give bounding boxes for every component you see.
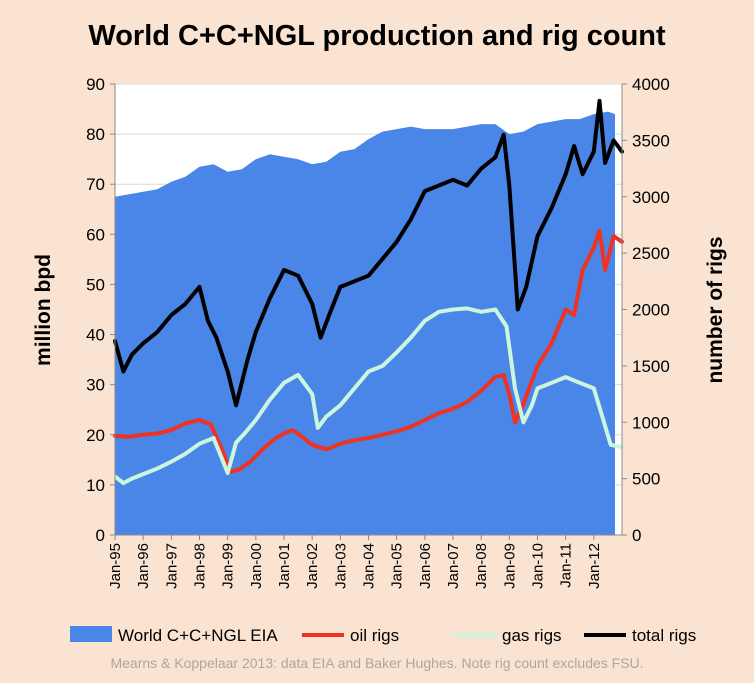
legend-label-0: World C+C+NGL EIA	[118, 626, 278, 645]
y-left-tick-label: 70	[86, 175, 105, 194]
x-tick-label: Jan-12	[586, 543, 603, 589]
chart-title: World C+C+NGL production and rig count	[88, 20, 666, 52]
x-tick-label: Jan-99	[220, 543, 237, 589]
y-left-tick-label: 40	[86, 326, 105, 345]
y-right-tick-label: 1000	[632, 413, 670, 432]
y-left-tick-label: 20	[86, 426, 105, 445]
y-left-tick-label: 80	[86, 125, 105, 144]
y-right-tick-label: 2500	[632, 244, 670, 263]
series-area-0	[115, 111, 615, 535]
x-tick-label: Jan-95	[107, 543, 124, 589]
x-tick-label: Jan-96	[135, 543, 152, 589]
y-left-tick-label: 0	[96, 526, 105, 545]
y-left-tick-label: 30	[86, 376, 105, 395]
x-tick-label: Jan-03	[332, 543, 349, 589]
x-tick-label: Jan-06	[417, 543, 434, 589]
y-left-tick-label: 10	[86, 476, 105, 495]
y-left-axis-title: million bpd	[32, 254, 55, 366]
x-tick-label: Jan-04	[361, 543, 378, 589]
footnote: Mearns & Koppelaar 2013: data EIA and Ba…	[110, 655, 644, 671]
x-tick-label: Jan-98	[192, 543, 209, 589]
x-tick-label: Jan-05	[389, 543, 406, 589]
y-left-tick-label: 60	[86, 225, 105, 244]
x-tick-label: Jan-07	[445, 543, 462, 589]
y-right-axis-title: number of rigs	[704, 236, 727, 383]
series-line-1	[113, 228, 624, 474]
x-tick-label: Jan-11	[558, 543, 575, 588]
y-right-tick-label: 4000	[632, 75, 670, 94]
x-tick-label: Jan-01	[276, 543, 293, 589]
y-left-tick-label: 90	[86, 75, 105, 94]
x-tick-label: Jan-08	[473, 543, 490, 589]
x-tick-label: Jan-00	[248, 543, 265, 589]
x-tick-label: Jan-02	[304, 543, 321, 589]
x-tick-label: Jan-10	[530, 543, 547, 589]
legend-label-1: oil rigs	[350, 626, 399, 645]
y-right-tick-label: 500	[632, 470, 660, 489]
x-tick-label: Jan-97	[163, 543, 180, 589]
legend-label-3: total rigs	[632, 626, 696, 645]
y-right-tick-label: 0	[632, 526, 641, 545]
legend-label-2: gas rigs	[502, 626, 562, 645]
y-right-tick-label: 3000	[632, 188, 670, 207]
series-line-2	[113, 306, 624, 486]
y-left-tick-label: 50	[86, 275, 105, 294]
y-right-tick-label: 2000	[632, 301, 670, 320]
legend-swatch-0	[70, 626, 112, 642]
y-right-tick-label: 3500	[632, 131, 670, 150]
x-tick-label: Jan-09	[501, 543, 518, 589]
series-line-3	[113, 98, 624, 408]
y-right-tick-label: 1500	[632, 357, 670, 376]
